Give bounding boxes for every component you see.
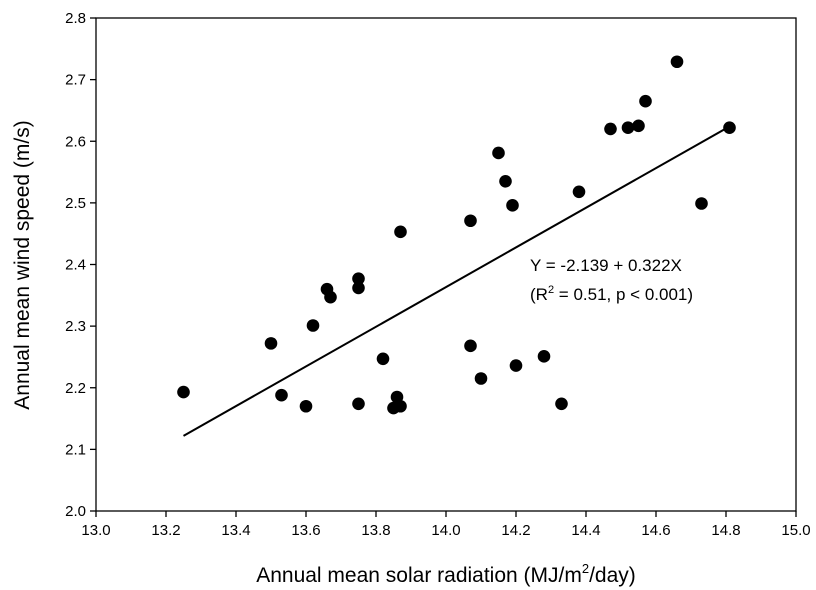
- x-tick-label: 13.0: [81, 522, 110, 539]
- data-point: [537, 350, 551, 363]
- y-tick-label: 2.5: [65, 195, 86, 212]
- data-point: [352, 281, 365, 295]
- data-point: [275, 388, 288, 402]
- data-points: [177, 55, 736, 415]
- x-tick-label: 13.2: [151, 522, 180, 539]
- data-point: [723, 121, 736, 134]
- x-tick-label: 14.4: [571, 522, 600, 539]
- data-point: [695, 197, 708, 210]
- data-point: [352, 397, 365, 411]
- y-tick-label: 2.0: [65, 503, 86, 520]
- data-point: [604, 122, 617, 136]
- data-point: [509, 359, 523, 372]
- x-tick-label: 14.8: [711, 522, 740, 539]
- y-axis-title: Annual mean wind speed (m/s): [11, 120, 34, 409]
- regression-equation: Y = -2.139 + 0.322X: [530, 256, 682, 275]
- data-point: [464, 214, 477, 228]
- data-point: [474, 372, 488, 385]
- x-tick-label: 13.8: [361, 522, 390, 539]
- data-point: [299, 399, 313, 413]
- data-point: [352, 272, 365, 285]
- x-tick-label: 13.6: [291, 522, 320, 539]
- x-axis-title: Annual mean solar radiation (MJ/m2/day): [256, 561, 636, 587]
- data-point: [394, 225, 407, 239]
- y-tick-label: 2.6: [65, 133, 86, 150]
- data-point: [394, 399, 407, 413]
- data-point: [492, 146, 505, 160]
- data-point: [264, 337, 278, 350]
- data-point: [306, 319, 320, 332]
- data-point: [639, 94, 652, 108]
- data-point: [177, 385, 190, 399]
- data-point: [572, 185, 586, 199]
- axis-ticks: [90, 17, 797, 517]
- y-tick-labels: 2.0 2.1 2.2 2.3 2.4 2.5 2.6 2.7 2.8: [65, 10, 86, 520]
- regression-stats: (R2 = 0.51, p < 0.001): [530, 284, 693, 304]
- y-tick-label: 2.2: [65, 380, 86, 397]
- data-point: [499, 175, 512, 188]
- plot-frame: [95, 17, 797, 512]
- data-point: [324, 290, 337, 304]
- regression-line: [183, 125, 730, 437]
- y-tick-label: 2.8: [65, 10, 86, 27]
- x-tick-labels: 13.0 13.2 13.4 13.6 13.8 14.0 14.2 14.4 14.6 14.8…: [81, 522, 810, 539]
- y-tick-label: 2.4: [65, 257, 86, 274]
- data-point: [632, 119, 645, 133]
- data-point: [506, 199, 519, 212]
- data-point: [376, 352, 390, 366]
- x-tick-label: 14.6: [641, 522, 670, 539]
- x-tick-label: 13.4: [221, 522, 250, 539]
- data-point: [555, 397, 568, 411]
- data-point: [670, 55, 684, 69]
- x-tick-label: 15.0: [781, 522, 810, 539]
- y-tick-label: 2.7: [65, 72, 86, 89]
- y-tick-label: 2.3: [65, 318, 86, 335]
- data-point: [464, 339, 477, 353]
- x-tick-label: 14.2: [501, 522, 530, 539]
- y-tick-label: 2.1: [65, 441, 86, 458]
- data-point: [621, 121, 635, 134]
- x-tick-label: 14.0: [431, 522, 460, 539]
